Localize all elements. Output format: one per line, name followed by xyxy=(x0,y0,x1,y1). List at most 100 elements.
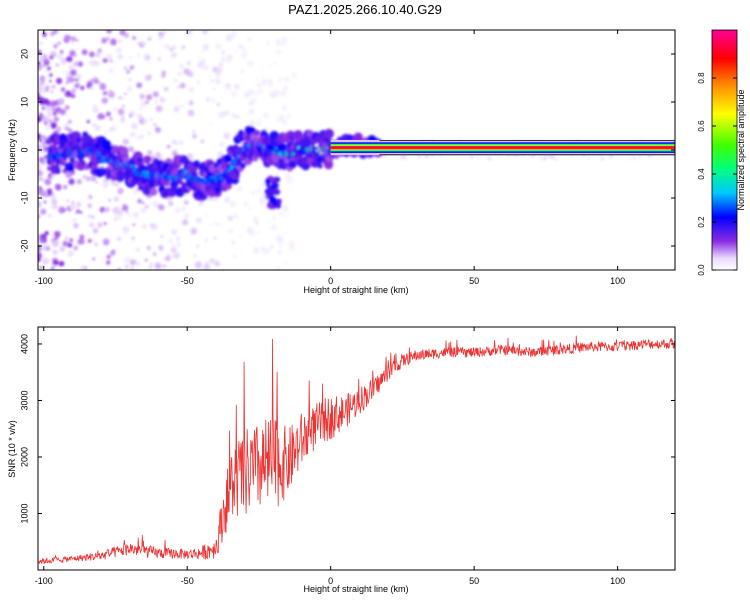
noise-cell xyxy=(52,234,55,238)
ridge-halo xyxy=(68,165,75,172)
noise-cell xyxy=(269,91,277,99)
noise-cell xyxy=(157,56,162,62)
noise-cell xyxy=(46,247,50,251)
noise-cell xyxy=(218,62,224,68)
noise-cell xyxy=(76,202,82,207)
colorbar-tick-label: 0.0 xyxy=(697,264,706,276)
noise-cell xyxy=(117,108,125,116)
noise-cell xyxy=(184,213,190,219)
noise-cell xyxy=(276,42,281,47)
noise-cell xyxy=(221,57,226,62)
noise-cell xyxy=(277,249,283,255)
noise-cell xyxy=(170,255,175,260)
noise-cell xyxy=(539,156,542,159)
noise-cell xyxy=(68,178,75,185)
noise-cell xyxy=(163,86,169,92)
noise-cell xyxy=(117,38,123,44)
noise-cell xyxy=(166,144,171,149)
noise-cell xyxy=(211,98,216,103)
noise-cell xyxy=(176,242,181,248)
noise-cell xyxy=(240,69,244,74)
noise-cell xyxy=(44,231,49,236)
noise-cell xyxy=(102,238,110,246)
noise-cell xyxy=(232,254,237,259)
noise-cell xyxy=(38,214,41,218)
noise-cell xyxy=(638,155,641,159)
noise-cell xyxy=(38,146,42,153)
noise-cell xyxy=(55,63,59,67)
noise-cell xyxy=(104,131,108,135)
noise-cell xyxy=(195,216,203,224)
noise-cell xyxy=(114,218,117,221)
noise-cell xyxy=(68,128,73,133)
ridge-halo xyxy=(100,168,108,176)
noise-cell xyxy=(88,195,93,200)
noise-cell xyxy=(73,222,79,229)
colorbar-tick-label: 0.6 xyxy=(697,120,706,132)
noise-cell xyxy=(255,240,259,244)
y-tick-label: 2000 xyxy=(19,447,29,467)
noise-cell xyxy=(233,213,239,218)
noise-cell xyxy=(59,246,65,252)
noise-cell xyxy=(268,84,273,89)
noise-cell xyxy=(239,234,242,238)
noise-cell xyxy=(65,198,70,203)
noise-cell xyxy=(202,43,210,51)
noise-cell xyxy=(71,88,76,94)
noise-cell xyxy=(38,201,42,208)
noise-cell xyxy=(177,86,180,89)
noise-cell xyxy=(171,44,177,50)
noise-cell xyxy=(133,247,136,251)
noise-cell xyxy=(106,37,110,40)
noise-cell xyxy=(200,139,205,144)
ridge-halo xyxy=(264,178,271,185)
noise-cell xyxy=(214,222,219,226)
noise-cell xyxy=(52,249,58,255)
noise-cell xyxy=(55,77,63,85)
noise-cell xyxy=(46,33,49,37)
noise-cell xyxy=(402,154,407,159)
ridge-halo xyxy=(318,163,323,169)
noise-cell xyxy=(101,97,108,104)
noise-cell xyxy=(109,117,113,121)
noise-cell xyxy=(53,44,58,49)
noise-cell xyxy=(140,207,147,214)
noise-cell xyxy=(39,75,46,82)
noise-cell xyxy=(38,61,41,66)
noise-cell xyxy=(286,176,294,184)
noise-cell xyxy=(418,156,421,159)
noise-cell xyxy=(124,66,127,70)
noise-cell xyxy=(50,122,57,129)
noise-cell xyxy=(227,215,234,222)
noise-cell xyxy=(51,199,58,205)
noise-cell xyxy=(129,133,134,137)
noise-cell xyxy=(280,36,288,43)
colorbar: 0.0 0.2 0.4 0.6 0.8 Normalized spectral ampl… xyxy=(697,29,746,276)
noise-cell xyxy=(105,111,111,117)
noise-cell xyxy=(47,244,50,247)
noise-cell xyxy=(283,76,290,83)
noise-cell xyxy=(105,260,111,265)
noise-cell xyxy=(69,69,77,77)
noise-cell xyxy=(88,221,95,228)
noise-cell xyxy=(81,49,88,56)
snr-series-line xyxy=(38,335,675,565)
noise-cell xyxy=(248,207,252,211)
noise-cell xyxy=(39,189,47,197)
noise-cell xyxy=(238,44,243,49)
noise-cell xyxy=(211,79,214,82)
ridge-core xyxy=(53,155,57,159)
noise-cell xyxy=(59,108,66,116)
ridge-halo xyxy=(254,129,261,136)
noise-cell xyxy=(43,200,47,204)
noise-cell xyxy=(68,64,74,70)
noise-cell xyxy=(63,34,71,42)
noise-cell xyxy=(109,250,116,256)
noise-cell xyxy=(277,77,282,82)
noise-cell xyxy=(95,52,101,58)
noise-cell xyxy=(73,53,77,57)
noise-cell xyxy=(129,259,137,266)
noise-cell xyxy=(203,263,211,270)
noise-cell xyxy=(243,201,249,206)
ridge-halo xyxy=(165,181,170,187)
